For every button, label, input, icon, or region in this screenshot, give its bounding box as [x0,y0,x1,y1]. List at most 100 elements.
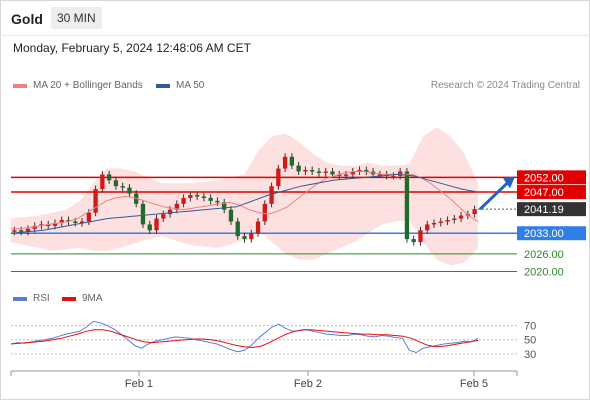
candle-body [249,233,254,240]
candle-body [174,203,179,210]
candle-body [100,174,105,190]
candle-body [235,221,240,237]
candle-body [398,171,403,176]
level-label-support: 2020.00 [524,266,564,278]
candle-body [201,196,207,198]
forecast-arrow-shaft [478,181,510,211]
x-axis-tick-label: Feb 1 [125,378,153,390]
candle-body [93,189,98,213]
candle-body [32,225,37,229]
legend-rsi-label: RSI [33,293,50,304]
candle-body [208,197,213,201]
candle-body [310,170,315,172]
candle-body [46,224,51,226]
candle-body [418,230,423,243]
legend-ma20-label: MA 20 + Bollinger Bands [33,80,143,91]
candle-body [167,209,173,215]
candle-body [52,222,58,226]
candle-body [425,224,430,231]
level-label-resistance: 2052.00 [524,172,564,184]
candle-body [66,220,71,222]
candle-body [445,220,450,222]
legend-ma50: MA 50 [156,80,204,91]
candle-body [18,230,24,232]
rsi-tick-label: 70 [524,321,536,333]
candle-body [404,171,410,240]
candle-body [458,215,464,219]
timeframe-selector[interactable]: 30 MIN [51,7,102,29]
candle-body [255,221,261,234]
candle-body [12,230,17,232]
legend-ma20: MA 20 + Bollinger Bands [13,80,143,91]
candle-body [431,222,437,225]
level-label-support: 2026.00 [524,249,564,261]
candle-body [337,174,342,176]
candles [12,153,477,246]
candle-body [357,170,362,172]
candle-body [269,186,274,204]
candle-body [323,171,328,173]
legend-ma50-label: MA 50 [176,80,205,91]
candle-body [377,174,383,176]
candle-body [127,187,132,194]
candle-body [276,168,281,187]
candle-body [181,197,186,204]
candle-body [316,171,322,173]
candle-body [303,170,308,172]
candle-body [113,180,119,187]
research-credit: Research © 2024 Trading Central [430,80,580,91]
level-badge-resistance [517,170,586,185]
x-axis-tick-label: Feb 2 [294,378,322,390]
ma20-swatch [13,83,27,88]
rsi-tick-label: 30 [524,349,536,361]
candle-body [296,165,301,172]
candle-body [222,202,227,210]
instrument-title: Gold [11,11,43,27]
ma50-line [10,173,479,234]
rsi-line [10,320,479,354]
header-divider [0,35,590,36]
candle-body [452,218,457,221]
rsi-ma-line [10,329,479,349]
candle-body [79,221,85,223]
candle-body [106,174,112,181]
candle-body [59,220,64,223]
level-label-resistance: 2047.00 [524,187,564,199]
forecast-arrow-head [503,176,515,189]
candle-body [472,209,477,215]
candle-body [364,170,369,172]
candle-body [73,221,78,223]
legend-rsi-ma: 9MA [62,293,103,304]
candle-body [289,156,295,166]
candle-body [194,195,200,197]
candle-body [350,171,355,175]
rsi-tick-label: 50 [524,335,536,347]
candle-body [262,203,267,222]
level-badge-pivot [517,226,586,241]
level-label-pivot: 2033.00 [524,228,564,240]
candle-body [147,224,152,231]
candle-body [228,209,234,222]
candle-body [215,200,220,203]
chart-datetime: Monday, February 5, 2024 12:48:06 AM CET [13,41,251,55]
ma50-swatch [156,83,170,88]
bollinger-bands-area [11,127,478,266]
candle-body [343,174,349,176]
candle-body [140,203,146,225]
candle-body [242,236,247,240]
candle-body [188,195,193,198]
x-axis-tick-label: Feb 5 [460,378,488,390]
legend-rsi: RSI [13,293,50,304]
candle-body [86,212,91,222]
rsi-swatch [13,296,27,301]
candle-body [330,171,335,175]
rsi-ma-swatch [62,296,76,301]
candle-body [120,186,125,188]
candle-body [25,228,31,232]
level-badge-resistance [517,185,586,200]
candle-body [411,239,416,243]
candle-body [391,175,396,178]
level-label-current: 2041.19 [524,204,564,216]
candle-body [438,221,443,223]
